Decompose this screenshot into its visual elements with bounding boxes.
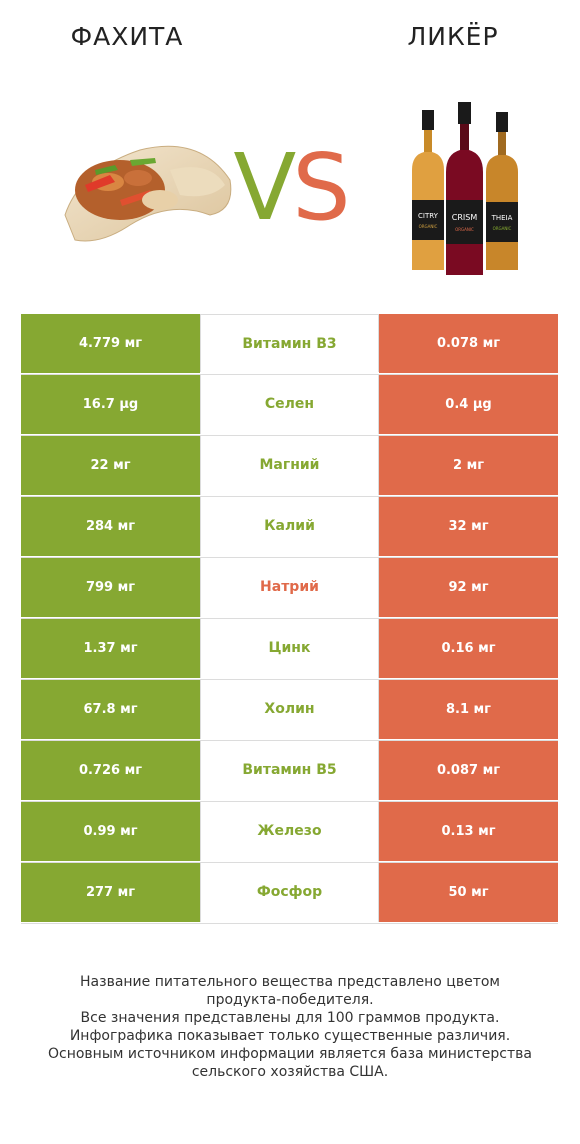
nutrient-name: Селен (200, 375, 379, 434)
right-value: 0.078 мг (379, 314, 558, 373)
footer-line: Все значения представлены для 100 граммо… (80, 1010, 500, 1026)
nutrient-name: Витамин B3 (200, 314, 379, 372)
bottle-left-sublabel: ORGANIC (419, 224, 438, 229)
left-value: 67.8 мг (21, 680, 200, 739)
nutrient-comparison-table: 4.779 мг Витамин B3 0.078 мг 16.7 µg Сел… (21, 314, 558, 924)
right-value: 2 мг (379, 436, 558, 495)
nutrient-name: Фосфор (200, 863, 379, 922)
left-value: 0.99 мг (21, 802, 200, 861)
nutrient-name: Холин (200, 680, 379, 739)
left-value: 284 мг (21, 497, 200, 556)
table-row: 284 мг Калий 32 мг (21, 497, 558, 558)
vs-letter-v: V (233, 134, 296, 241)
right-value: 0.4 µg (379, 375, 558, 434)
left-value: 277 мг (21, 863, 200, 922)
left-product-title: ФАХИТА (70, 22, 184, 51)
nutrient-name: Калий (200, 497, 379, 556)
table-row: 0.726 мг Витамин B5 0.087 мг (21, 741, 558, 802)
right-product-title: ЛИКЁР (407, 22, 499, 51)
fajita-image (64, 145, 232, 242)
footer-line: сельского хозяйства США. (191, 1064, 389, 1080)
nutrient-name: Цинк (200, 619, 379, 678)
table-row: 4.779 мг Витамин B3 0.078 мг (21, 314, 558, 375)
liqueur-bottles-image: CITRY ORGANIC THEIA ORGANIC CRISM ORGANI… (412, 102, 518, 275)
left-value: 22 мг (21, 436, 200, 495)
table-row: 799 мг Натрий 92 мг (21, 558, 558, 619)
footer-line: Инфографика показывает только существенн… (69, 1028, 511, 1044)
left-value: 4.779 мг (21, 314, 200, 373)
right-value: 50 мг (379, 863, 558, 922)
table-row: 16.7 µg Селен 0.4 µg (21, 375, 558, 436)
right-value: 8.1 мг (379, 680, 558, 739)
footer-line: продукта-победителя. (206, 992, 374, 1008)
right-value: 0.087 мг (379, 741, 558, 800)
left-value: 0.726 мг (21, 741, 200, 800)
bottle-right-label: THEIA (491, 214, 513, 222)
table-row: 277 мг Фосфор 50 мг (21, 863, 558, 924)
left-value: 1.37 мг (21, 619, 200, 678)
footer-notes: Название питательного вещества представл… (20, 973, 560, 1081)
bottle-left-label: CITRY (418, 212, 439, 220)
nutrient-name: Натрий (200, 558, 379, 617)
nutrient-name: Магний (200, 436, 379, 495)
vs-letter-s: S (292, 134, 350, 241)
table-row: 67.8 мг Холин 8.1 мг (21, 680, 558, 741)
nutrient-name: Железо (200, 802, 379, 861)
left-value: 799 мг (21, 558, 200, 617)
footer-line: Название питательного вещества представл… (80, 974, 500, 990)
table-row: 22 мг Магний 2 мг (21, 436, 558, 497)
right-value: 92 мг (379, 558, 558, 617)
footer-line: Основным источником информации является … (48, 1046, 532, 1062)
right-value: 0.13 мг (379, 802, 558, 861)
bottle-right-sublabel: ORGANIC (493, 226, 512, 231)
right-value: 0.16 мг (379, 619, 558, 678)
versus-label: VS (225, 133, 355, 243)
table-row: 0.99 мг Железо 0.13 мг (21, 802, 558, 863)
left-value: 16.7 µg (21, 375, 200, 434)
right-value: 32 мг (379, 497, 558, 556)
nutrient-name: Витамин B5 (200, 741, 379, 800)
table-row: 1.37 мг Цинк 0.16 мг (21, 619, 558, 680)
bottle-middle-label: CRISM (452, 213, 478, 222)
bottle-middle-sublabel: ORGANIC (455, 227, 474, 232)
